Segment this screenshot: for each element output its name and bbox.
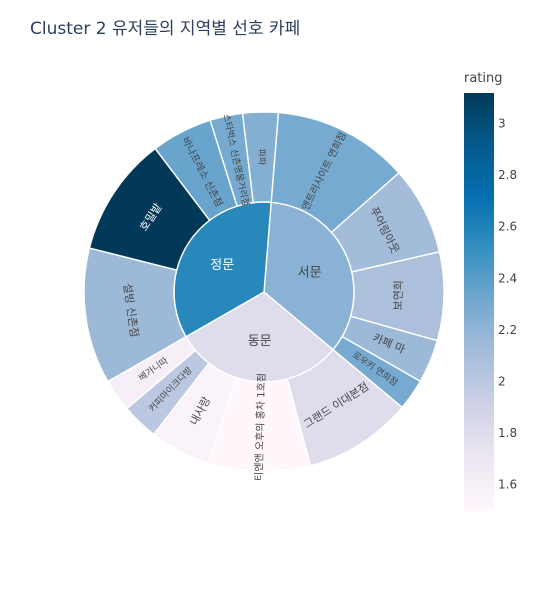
cafe-label-1-1: 티엔앤 오후의 홍차 1호점 <box>252 373 268 481</box>
colorbar-tick-5: 2.6 <box>498 220 517 234</box>
sunburst-segments <box>83 111 445 473</box>
colorbar-tick-1: 1.8 <box>498 426 517 440</box>
region-label-0: 서문 <box>298 265 322 280</box>
colorbar-tick-4: 2.4 <box>498 271 517 285</box>
colorbar-tick-2: 2 <box>498 374 506 388</box>
cafe-label-0-2: 보연희 <box>392 280 406 311</box>
cafe-segment-2-4[interactable] <box>241 111 280 204</box>
colorbar-title: rating <box>464 71 503 86</box>
colorbar-tick-6: 2.8 <box>498 168 517 182</box>
colorbar-tick-0: 1.6 <box>498 478 517 492</box>
region-label-2: 정문 <box>210 258 234 273</box>
colorbar-tick-3: 2.2 <box>498 323 517 337</box>
colorbar-ticks: 1.6 1.8 2 2.2 2.4 2.6 2.8 3 <box>498 116 517 491</box>
colorbar-gradient <box>464 93 494 511</box>
region-label-1: 동문 <box>248 334 272 349</box>
colorbar: rating 1.6 1.8 2 2.2 2.4 2.6 2.8 3 <box>464 71 517 511</box>
chart-title: Cluster 2 유저들의 지역별 선호 카페 <box>30 19 301 39</box>
cafe-label-2-4: 파파 <box>256 149 267 166</box>
colorbar-tick-7: 3 <box>498 116 506 130</box>
